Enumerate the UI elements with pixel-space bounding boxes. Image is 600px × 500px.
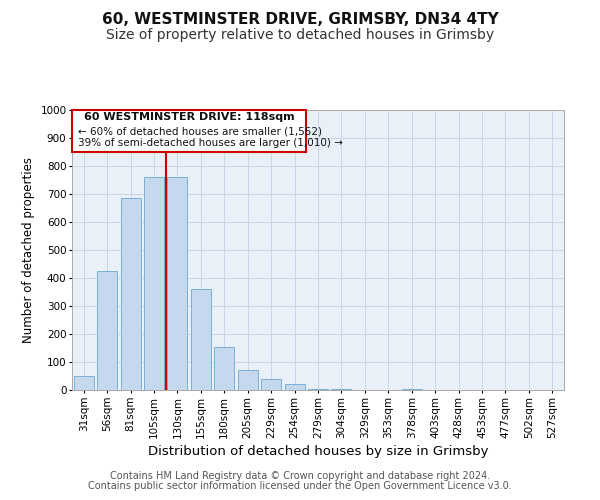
Text: ← 60% of detached houses are smaller (1,552): ← 60% of detached houses are smaller (1,… <box>78 126 322 136</box>
Text: 60 WESTMINSTER DRIVE: 118sqm: 60 WESTMINSTER DRIVE: 118sqm <box>84 112 295 122</box>
Bar <box>214 346 234 390</box>
Bar <box>74 376 94 390</box>
Bar <box>308 388 328 390</box>
Text: Size of property relative to detached houses in Grimsby: Size of property relative to detached ho… <box>106 28 494 42</box>
Bar <box>144 177 164 390</box>
Bar <box>121 198 140 390</box>
Bar <box>97 271 117 390</box>
Bar <box>238 370 257 390</box>
Y-axis label: Number of detached properties: Number of detached properties <box>22 157 35 343</box>
X-axis label: Distribution of detached houses by size in Grimsby: Distribution of detached houses by size … <box>148 444 488 458</box>
Text: 39% of semi-detached houses are larger (1,010) →: 39% of semi-detached houses are larger (… <box>78 138 343 148</box>
Bar <box>191 289 211 390</box>
Bar <box>261 379 281 390</box>
Text: Contains public sector information licensed under the Open Government Licence v3: Contains public sector information licen… <box>88 481 512 491</box>
Bar <box>402 388 422 390</box>
Text: 60, WESTMINSTER DRIVE, GRIMSBY, DN34 4TY: 60, WESTMINSTER DRIVE, GRIMSBY, DN34 4TY <box>101 12 499 28</box>
Bar <box>167 177 187 390</box>
Bar <box>284 384 305 390</box>
Text: Contains HM Land Registry data © Crown copyright and database right 2024.: Contains HM Land Registry data © Crown c… <box>110 471 490 481</box>
Bar <box>331 388 352 390</box>
